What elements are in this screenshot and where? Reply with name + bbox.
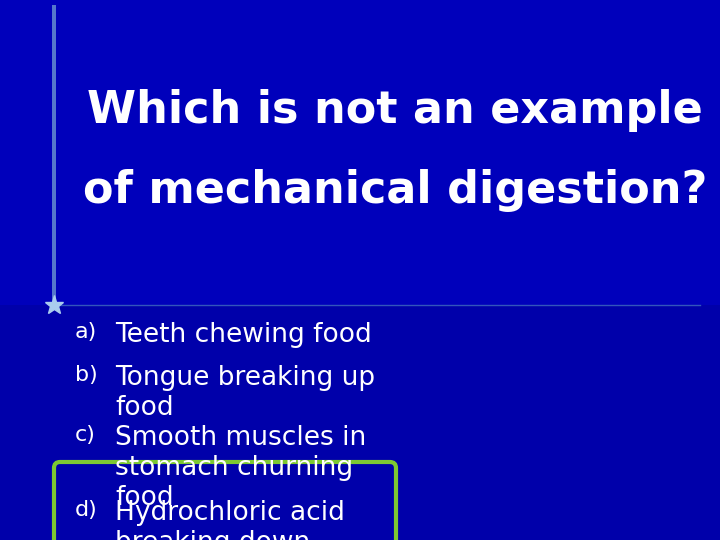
Text: a): a)	[75, 322, 97, 342]
Text: d): d)	[75, 500, 98, 520]
Text: c): c)	[75, 425, 96, 445]
Text: stomach churning: stomach churning	[115, 455, 353, 481]
Bar	[0, 305, 720, 540]
Text: food: food	[115, 485, 174, 511]
Text: of mechanical digestion?: of mechanical digestion?	[83, 168, 707, 212]
Text: food: food	[115, 395, 174, 421]
Bar	[52, 5, 56, 305]
Text: Tongue breaking up: Tongue breaking up	[115, 365, 375, 391]
Text: Teeth chewing food: Teeth chewing food	[115, 322, 372, 348]
Text: breaking down: breaking down	[115, 530, 310, 540]
Text: b): b)	[75, 365, 98, 385]
Text: Hydrochloric acid: Hydrochloric acid	[115, 500, 345, 526]
Text: Smooth muscles in: Smooth muscles in	[115, 425, 366, 451]
Bar	[0, 0, 720, 305]
Text: Which is not an example: Which is not an example	[87, 89, 703, 132]
